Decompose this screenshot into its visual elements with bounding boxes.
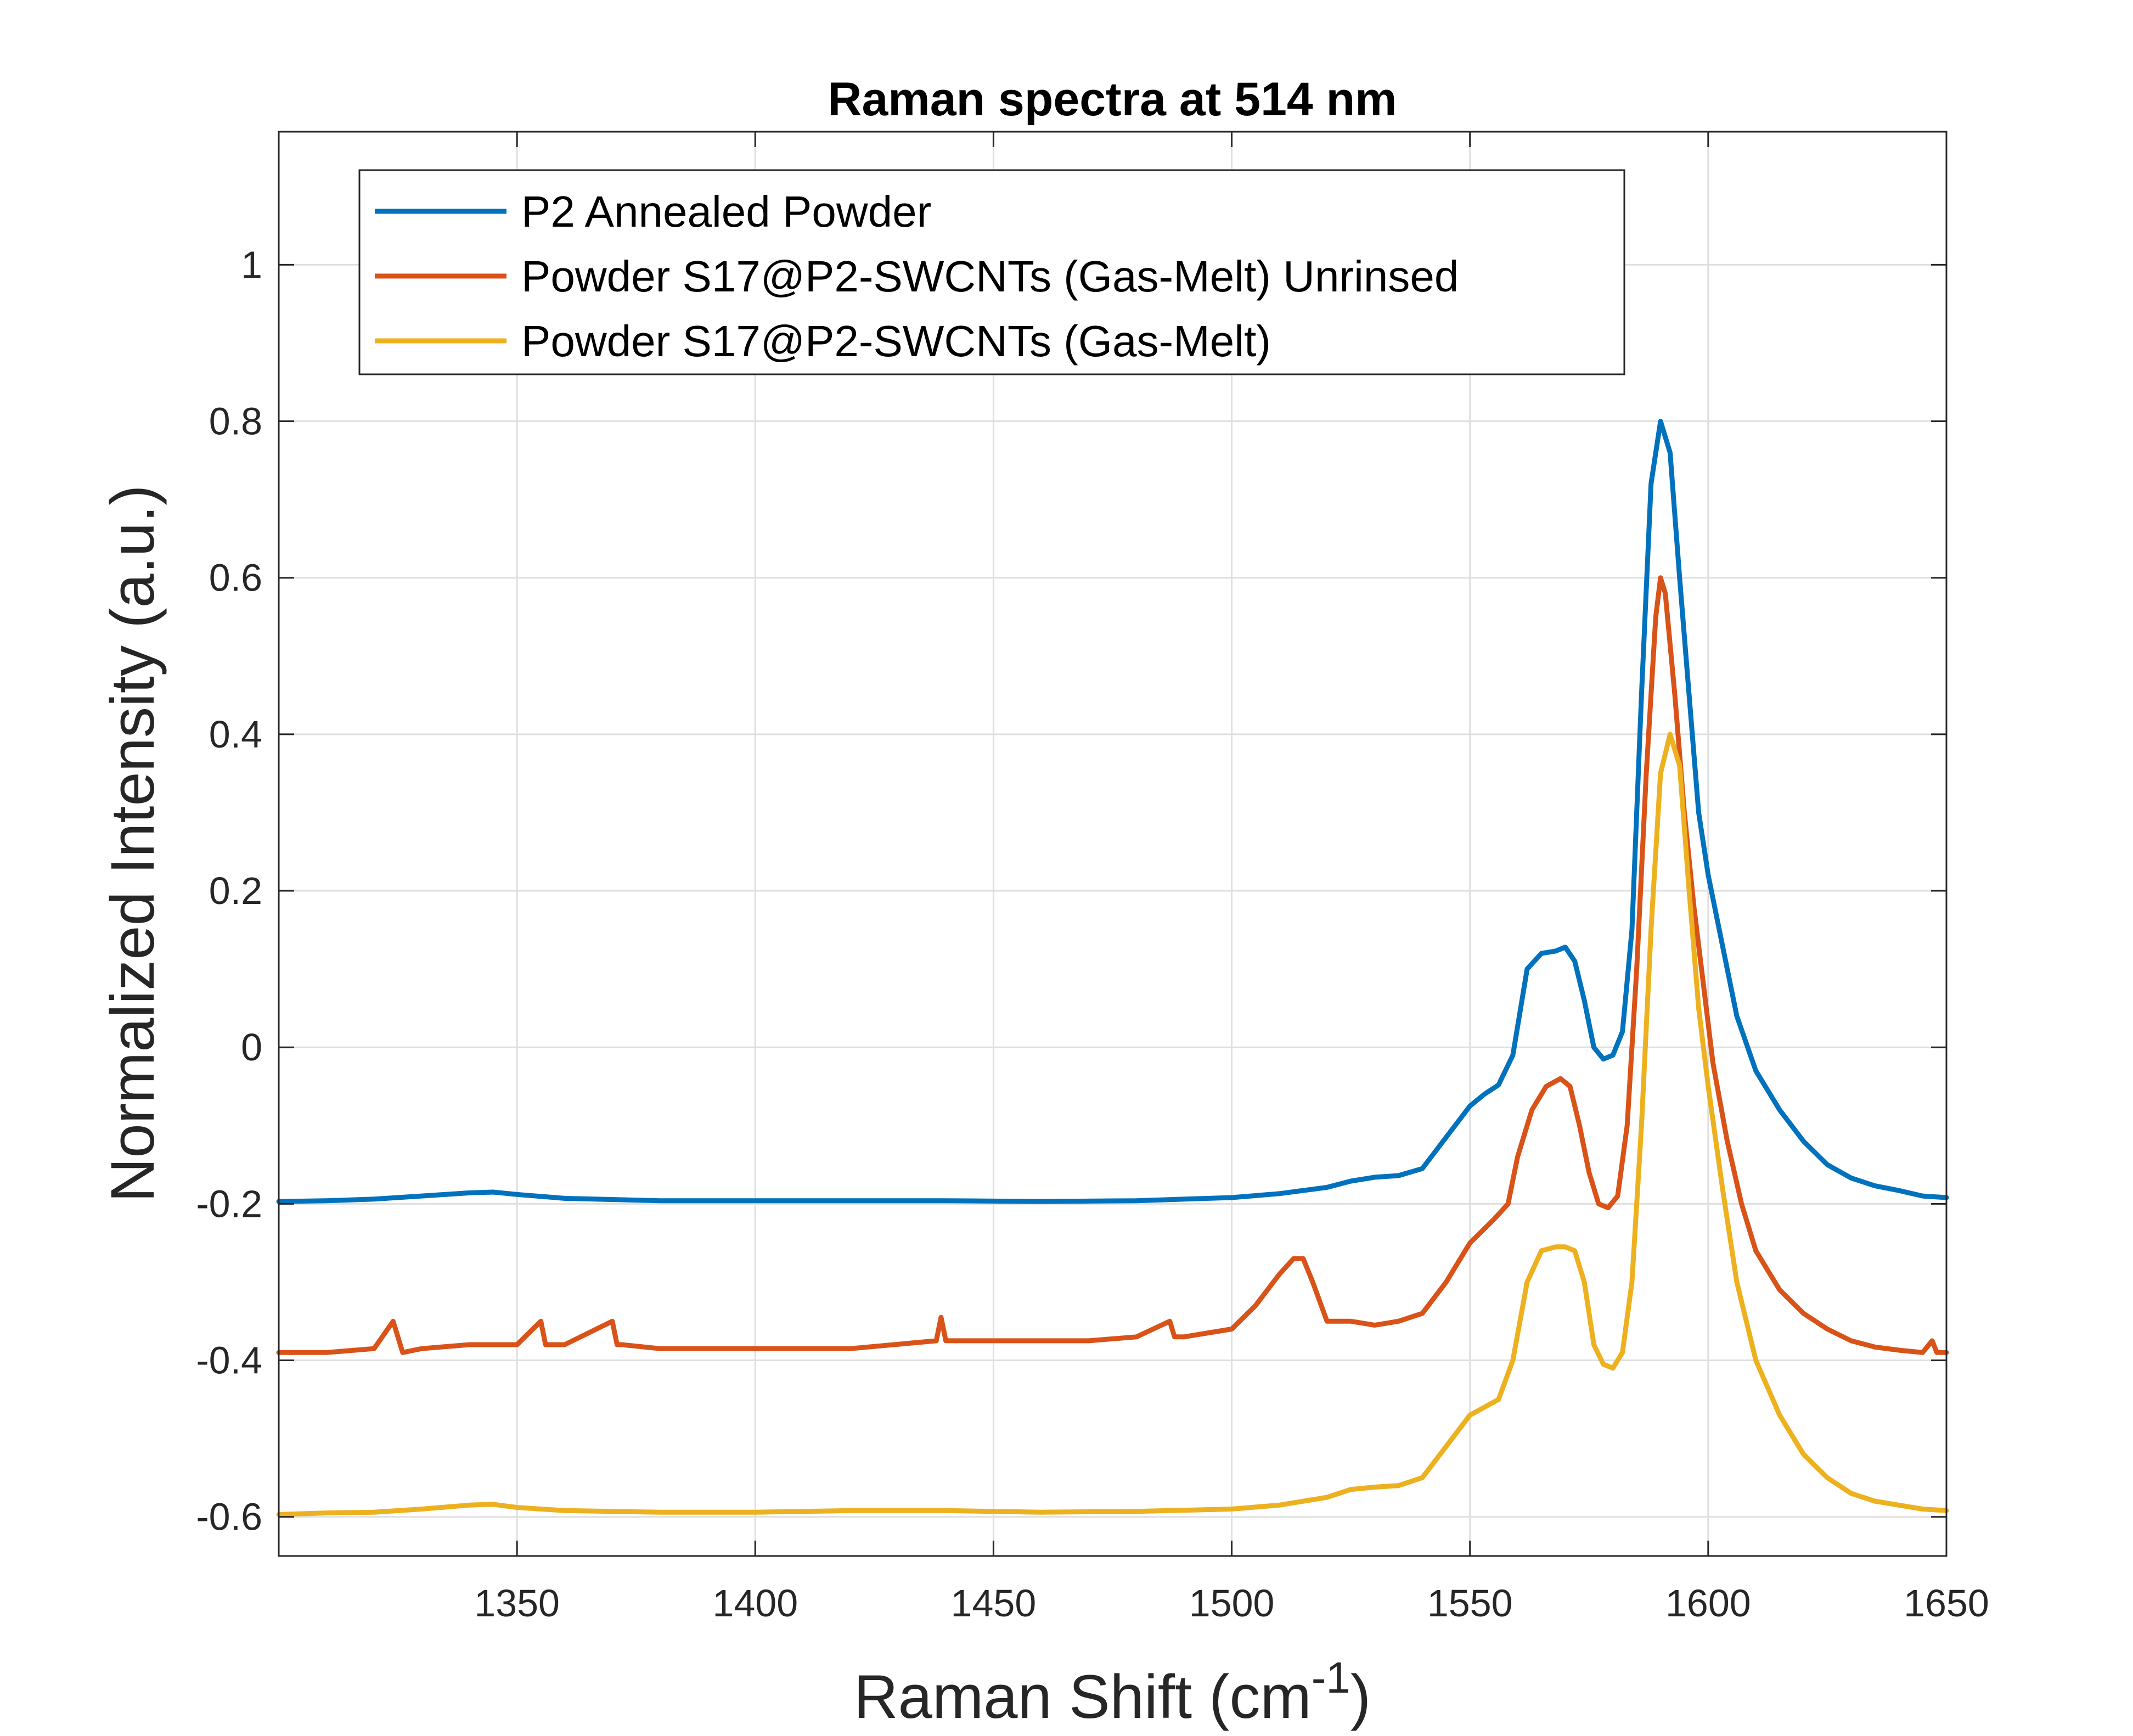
series-lines: [276, 419, 1949, 1517]
legend-label-3: Powder S17@P2-SWCNTs (Gas-Melt): [521, 317, 1271, 366]
y-tick-labels: -0.6 -0.4 -0.2 0 0.2 0.4 0.6 0.8 1: [196, 243, 262, 1538]
x-tick-label: 1450: [951, 1582, 1037, 1625]
x-axis-label-main: Raman Shift (cm: [854, 1662, 1312, 1731]
x-tick-label: 1350: [474, 1582, 560, 1625]
x-tick-label: 1650: [1904, 1582, 1989, 1625]
y-tick-label: 1: [241, 243, 262, 286]
x-axis-label-superscript: -1: [1312, 1653, 1350, 1702]
x-tick-label: 1500: [1189, 1582, 1275, 1625]
plot-frame: [278, 131, 1948, 1557]
x-axis-label-suffix: ): [1350, 1662, 1371, 1731]
series-line-1: [276, 419, 1949, 1204]
x-axis-label: Raman Shift (cm-1): [854, 1653, 1371, 1731]
y-axis-label: Normalized Intensity (a.u.): [98, 485, 167, 1202]
x-tick-label: 1400: [712, 1582, 798, 1625]
series-line-2: [276, 575, 1949, 1355]
y-tick-label: 0: [241, 1026, 262, 1069]
y-tick-label: -0.2: [196, 1182, 262, 1225]
legend: P2 Annealed Powder Powder S17@P2-SWCNTs (…: [358, 169, 1625, 375]
y-tick-label: 0.6: [209, 557, 262, 599]
x-tick-labels: 1350 1400 1450 1500 1550 1600 1650: [474, 1582, 1989, 1625]
chart-title: Raman spectra at 514 nm: [828, 73, 1397, 126]
y-tick-label: 0.4: [209, 713, 262, 756]
y-tick-label: 0.2: [209, 869, 262, 912]
y-tick-label: -0.4: [196, 1339, 262, 1382]
legend-box: [358, 169, 1625, 375]
y-tick-label: 0.8: [209, 400, 262, 443]
legend-label-1: P2 Annealed Powder: [521, 187, 931, 236]
axis-ticks: [279, 132, 1948, 1556]
x-tick-label: 1600: [1665, 1582, 1751, 1625]
y-tick-label: -0.6: [196, 1496, 262, 1538]
x-tick-label: 1550: [1427, 1582, 1513, 1625]
series-line-3: [276, 732, 1949, 1517]
legend-label-2: Powder S17@P2-SWCNTs (Gas-Melt) Unrinsed: [521, 252, 1459, 301]
